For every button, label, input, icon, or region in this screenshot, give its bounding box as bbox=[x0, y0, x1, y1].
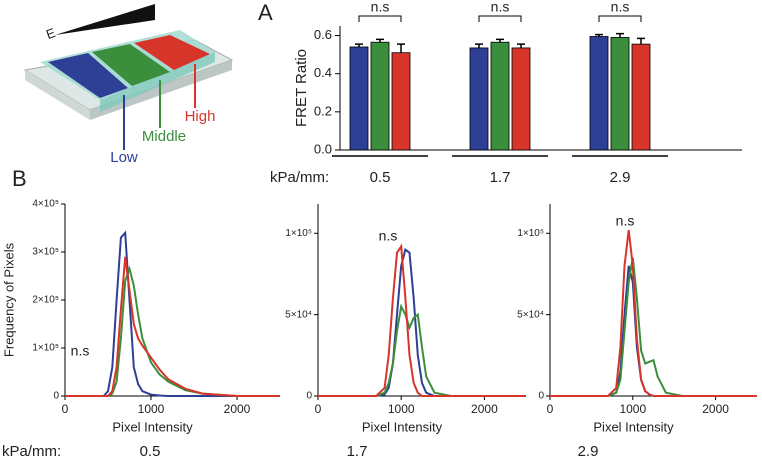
gel-edge bbox=[100, 52, 215, 112]
y-tick-label: 5×10⁴ bbox=[517, 309, 544, 320]
line bbox=[550, 265, 757, 397]
annotation: n.s bbox=[491, 0, 510, 15]
annotation: n.s bbox=[71, 343, 90, 359]
x-label: kPa/mm: bbox=[270, 169, 329, 186]
line bbox=[550, 229, 757, 397]
caption: 0.5 bbox=[140, 443, 161, 460]
x-tick-label: 1.7 bbox=[490, 169, 511, 186]
caption: 1.7 bbox=[347, 443, 368, 460]
line bbox=[65, 230, 280, 397]
bar bbox=[631, 43, 651, 151]
x-tick-label: 1000 bbox=[388, 402, 415, 416]
bar bbox=[490, 41, 510, 151]
label-low: Low bbox=[110, 149, 138, 166]
panel-label: B bbox=[12, 166, 27, 191]
line bbox=[318, 247, 526, 397]
annotation: n.s bbox=[611, 0, 630, 15]
annotation: n.s bbox=[379, 228, 398, 244]
substrate-edge bbox=[25, 70, 90, 120]
x-tick-label: 0 bbox=[62, 402, 69, 416]
bar bbox=[610, 37, 630, 151]
bar bbox=[589, 36, 609, 151]
y-tick-label: 0.0 bbox=[314, 141, 332, 156]
y-tick-label: 0.2 bbox=[314, 103, 332, 118]
stripe-middle bbox=[92, 44, 170, 86]
x-label: Pixel Intensity bbox=[112, 419, 193, 434]
stiffness-label: E bbox=[44, 25, 58, 42]
significance-bracket bbox=[478, 15, 522, 22]
x-tick-label: 0 bbox=[315, 402, 322, 416]
caption: 2.9 bbox=[578, 443, 599, 460]
illustration: E Low Middle High bbox=[23, 4, 234, 166]
panel-label: A bbox=[258, 0, 273, 25]
y-tick-label: 0 bbox=[53, 391, 59, 402]
y-tick-label: 0.4 bbox=[314, 65, 332, 80]
bar bbox=[349, 46, 369, 151]
y-tick-label: 2×10⁵ bbox=[32, 295, 59, 306]
caption-label: kPa/mm: bbox=[2, 443, 61, 460]
y-tick-label: 0 bbox=[306, 391, 312, 402]
bar bbox=[511, 47, 531, 151]
x-tick-label: 2000 bbox=[471, 402, 498, 416]
bar bbox=[370, 41, 390, 151]
x-tick-label: 0 bbox=[547, 402, 554, 416]
significance-bracket bbox=[598, 15, 642, 22]
x-label: Pixel Intensity bbox=[593, 419, 674, 434]
stripe-low bbox=[48, 53, 128, 98]
bar bbox=[391, 52, 411, 151]
y-tick-label: 0 bbox=[538, 391, 544, 402]
y-tick-label: 1×10⁵ bbox=[32, 343, 59, 354]
line bbox=[65, 265, 280, 397]
significance-bracket bbox=[358, 15, 402, 22]
x-tick-label: 2.9 bbox=[610, 169, 631, 186]
line bbox=[550, 257, 757, 397]
y-tick-label: 1×10⁵ bbox=[517, 228, 544, 239]
label-high: High bbox=[185, 108, 216, 125]
stripe-high bbox=[134, 35, 210, 70]
x-tick-label: 1000 bbox=[138, 402, 165, 416]
x-tick-label: 2000 bbox=[702, 402, 729, 416]
y-tick-label: 0.6 bbox=[314, 27, 332, 42]
y-tick-label: 3×10⁵ bbox=[32, 247, 59, 258]
y-label: Frequency of Pixels bbox=[1, 242, 16, 357]
y-tick-label: 1×10⁵ bbox=[285, 228, 312, 239]
line bbox=[318, 243, 526, 397]
annotation: n.s bbox=[616, 213, 635, 229]
gradient-wedge bbox=[55, 4, 155, 35]
bar bbox=[469, 47, 489, 151]
x-label: Pixel Intensity bbox=[362, 419, 443, 434]
x-tick-label: 1000 bbox=[619, 402, 646, 416]
y-label: FRET Ratio bbox=[293, 49, 310, 127]
y-tick-label: 4×10⁵ bbox=[32, 199, 59, 210]
label-middle: Middle bbox=[142, 128, 186, 145]
x-tick-label: 2000 bbox=[224, 402, 251, 416]
y-tick-label: 5×10⁴ bbox=[285, 309, 312, 320]
line bbox=[65, 256, 280, 397]
annotation: n.s bbox=[371, 0, 390, 15]
x-tick-label: 0.5 bbox=[370, 169, 391, 186]
